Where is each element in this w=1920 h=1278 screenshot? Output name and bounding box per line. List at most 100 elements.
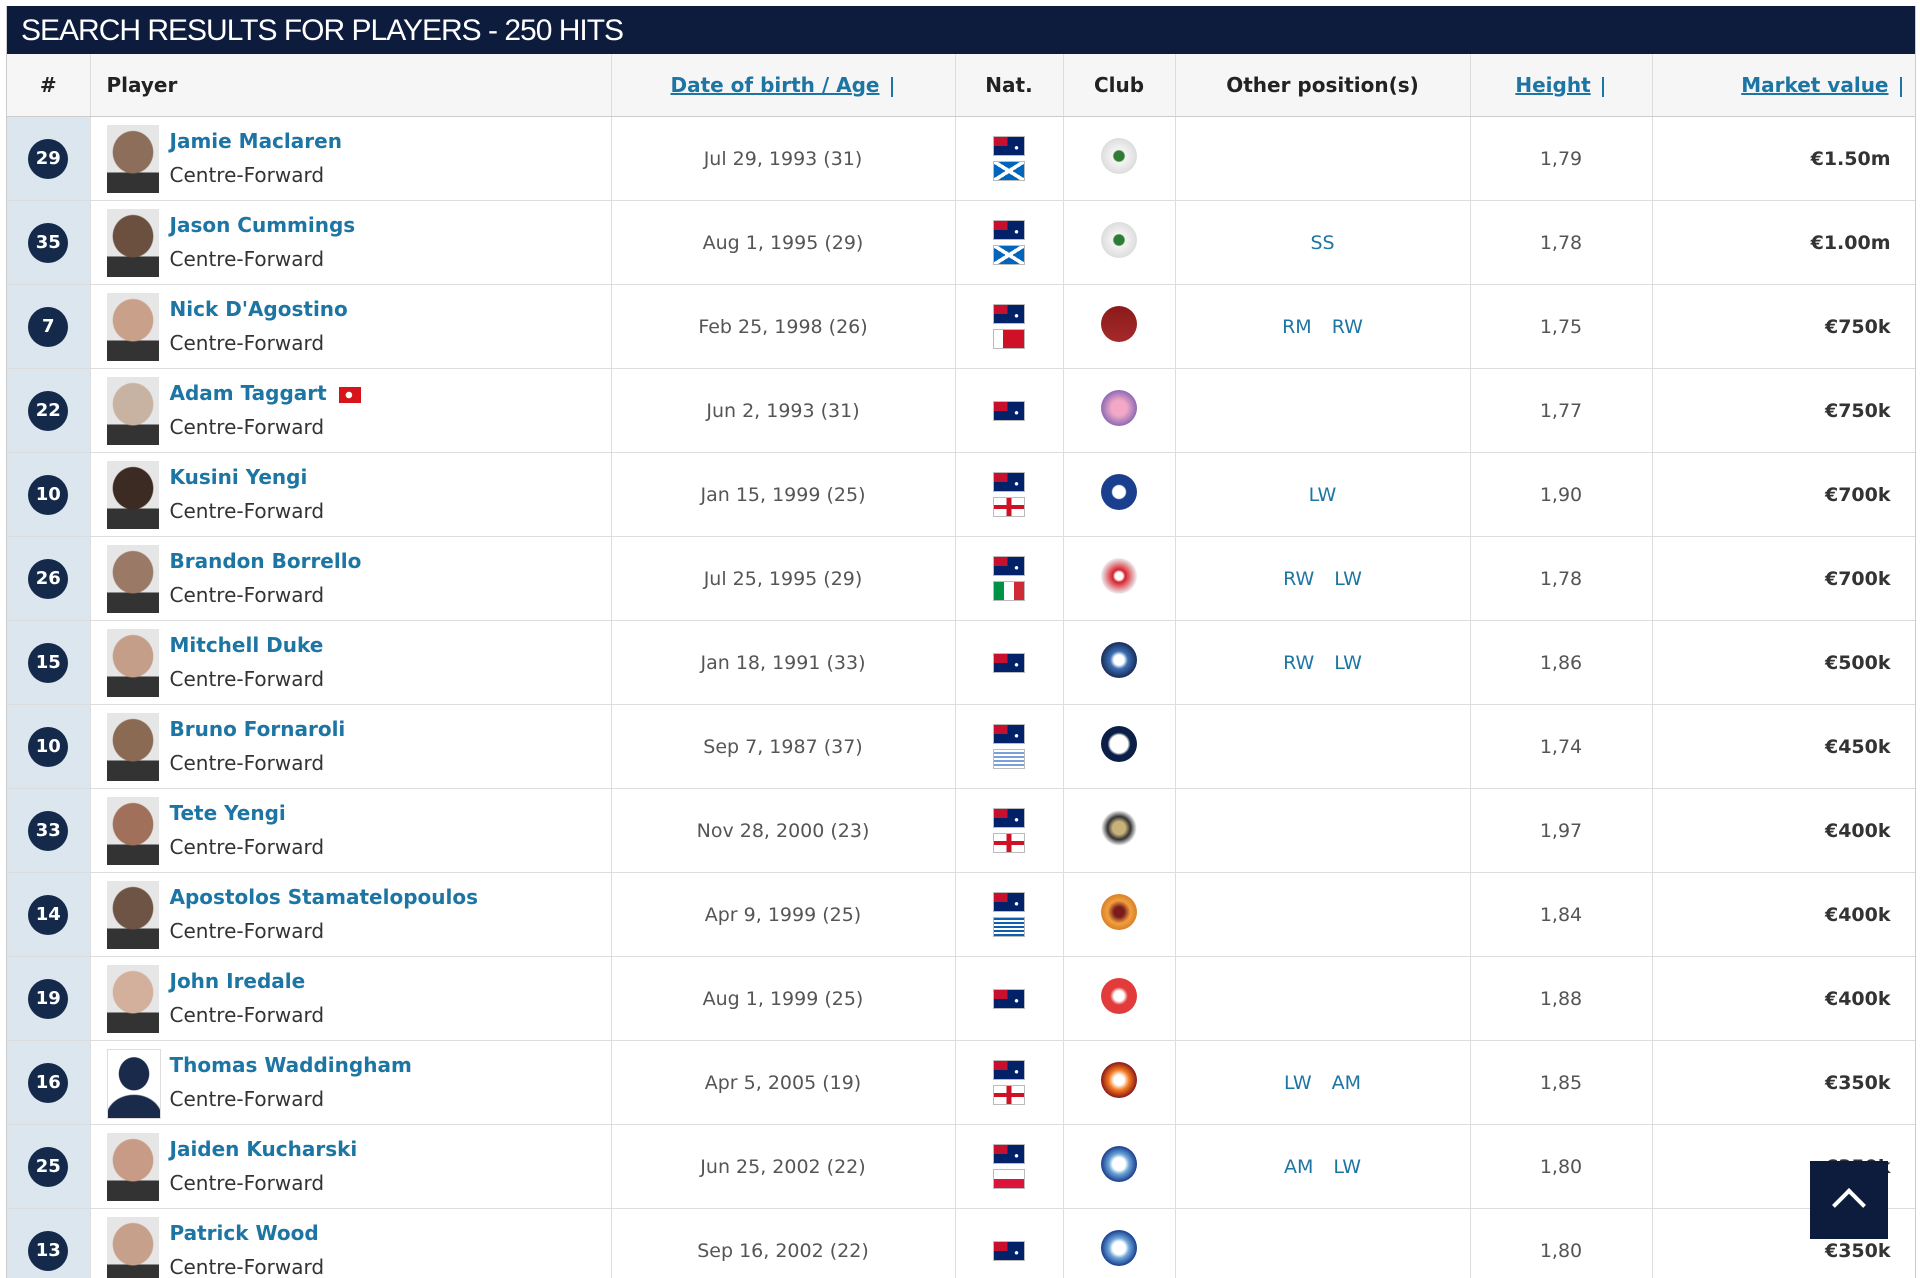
player-position: Centre-Forward (169, 331, 325, 355)
market-value: €750k (1652, 368, 1915, 453)
player-position: Centre-Forward (169, 919, 325, 943)
player-cell: Apostolos Stamatelopoulos Centre-Forward (90, 872, 612, 957)
other-position[interactable]: LW (1333, 1155, 1362, 1178)
player-name[interactable]: Tete Yengi (169, 801, 286, 825)
player-position: Centre-Forward (169, 1171, 325, 1195)
club-crest[interactable] (1101, 978, 1137, 1014)
other-position[interactable]: RW (1331, 315, 1363, 338)
other-positions-cell (1175, 956, 1471, 1041)
player-name[interactable]: Mitchell Duke (169, 633, 324, 657)
player-photo (106, 1049, 161, 1119)
results-table: # Player Date of birth / Age Nat. Club Other … (7, 54, 1915, 1278)
club-crest[interactable] (1101, 1146, 1137, 1182)
club-crest[interactable] (1101, 138, 1137, 174)
player-name[interactable]: Jason Cummings (169, 213, 356, 237)
date-of-birth: Jul 25, 1995 (29) (611, 536, 956, 621)
other-position[interactable]: RW (1283, 567, 1315, 590)
sort-icon[interactable] (1896, 76, 1905, 97)
player-cell: Bruno Fornaroli Centre-Forward (90, 704, 612, 789)
number-cell: 29 (7, 116, 91, 201)
column-header: Club (1063, 54, 1176, 117)
club-crest[interactable] (1101, 642, 1137, 678)
player-name[interactable]: Patrick Wood (169, 1221, 319, 1245)
other-position[interactable]: LW (1283, 1071, 1312, 1094)
other-position[interactable]: LW (1308, 483, 1337, 506)
status-icon (338, 386, 361, 403)
market-value: €700k (1652, 536, 1915, 621)
other-position[interactable]: LW (1334, 651, 1362, 674)
player-block: Apostolos Stamatelopoulos Centre-Forward (91, 873, 611, 956)
club-crest[interactable] (1101, 558, 1137, 594)
other-position[interactable]: RW (1283, 651, 1315, 674)
player-name[interactable]: Jaiden Kucharski (169, 1137, 358, 1161)
club-crest[interactable] (1101, 306, 1137, 342)
market-value: €350k (1652, 1040, 1915, 1125)
date-of-birth: Sep 16, 2002 (22) (611, 1208, 956, 1278)
club-cell (1063, 536, 1176, 621)
other-position[interactable]: AM (1331, 1071, 1362, 1094)
sort-link[interactable]: Date of birth / Age (670, 73, 880, 97)
player-name[interactable]: Thomas Waddingham (169, 1053, 412, 1077)
player-position: Centre-Forward (169, 415, 325, 439)
sort-icon[interactable] (1598, 76, 1607, 97)
sort-link[interactable]: Height (1515, 73, 1591, 97)
sort-link[interactable]: Market value (1741, 73, 1889, 97)
nationality-flag (993, 245, 1025, 265)
height: 1,88 (1470, 956, 1653, 1041)
player-name[interactable]: Nick D'Agostino (169, 297, 348, 321)
club-crest[interactable] (1101, 222, 1137, 258)
column-header: # (7, 54, 91, 117)
number-cell: 10 (7, 704, 91, 789)
player-name[interactable]: Bruno Fornaroli (169, 717, 346, 741)
player-name[interactable]: Adam Taggart (170, 381, 361, 405)
player-name[interactable]: Jamie Maclaren (169, 129, 342, 153)
shirt-number: 25 (28, 1146, 69, 1187)
other-positions-cell (1175, 704, 1471, 789)
player-cell: Jamie Maclaren Centre-Forward (90, 116, 612, 201)
nationality-flag (993, 304, 1025, 324)
nationality-flag (993, 581, 1025, 601)
player-row: 10 Kusini Yengi Centre-Forward Jan 15, 1999… (7, 452, 1915, 537)
player-name[interactable]: John Iredale (169, 969, 306, 993)
club-cell (1063, 788, 1176, 873)
other-position[interactable]: LW (1334, 567, 1362, 590)
player-position: Centre-Forward (169, 247, 325, 271)
player-name[interactable]: Apostolos Stamatelopoulos (169, 885, 479, 909)
number-cell: 15 (7, 620, 91, 705)
club-crest[interactable] (1101, 810, 1137, 846)
club-crest[interactable] (1101, 1062, 1137, 1098)
nationality-flag (993, 1060, 1025, 1080)
player-photo (106, 797, 159, 865)
market-value: €1.00m (1652, 200, 1915, 285)
nationality-flag (993, 652, 1025, 673)
club-crest[interactable] (1101, 390, 1137, 426)
nationality-cell (955, 284, 1064, 369)
player-photo (106, 293, 159, 361)
player-block: Bruno Fornaroli Centre-Forward (91, 705, 611, 788)
club-crest[interactable] (1101, 726, 1137, 762)
other-position[interactable]: AM (1283, 1155, 1314, 1178)
player-cell: John Iredale Centre-Forward (90, 956, 612, 1041)
club-crest[interactable] (1101, 474, 1137, 510)
scroll-to-top-button[interactable] (1810, 1161, 1888, 1239)
other-position[interactable]: RM (1282, 315, 1312, 338)
nationality-cell (955, 704, 1064, 789)
other-position[interactable]: SS (1310, 231, 1335, 254)
nationality-flag (993, 161, 1025, 181)
club-crest[interactable] (1101, 1230, 1137, 1266)
player-block: Thomas Waddingham Centre-Forward (91, 1041, 611, 1124)
height: 1,74 (1470, 704, 1653, 789)
nationality-flag (993, 329, 1025, 349)
club-crest[interactable] (1101, 894, 1137, 930)
sort-icon[interactable] (887, 76, 896, 97)
nationality-flag (993, 1240, 1025, 1261)
player-block: Kusini Yengi Centre-Forward (91, 453, 611, 536)
date-of-birth: Jun 25, 2002 (22) (611, 1124, 956, 1209)
player-name[interactable]: Brandon Borrello (169, 549, 362, 573)
height: 1,78 (1470, 536, 1653, 621)
player-name[interactable]: Kusini Yengi (169, 465, 308, 489)
number-cell: 7 (7, 284, 91, 369)
player-position: Centre-Forward (169, 835, 325, 859)
nationality-cell (955, 116, 1064, 201)
date-of-birth: Jun 2, 1993 (31) (611, 368, 956, 453)
